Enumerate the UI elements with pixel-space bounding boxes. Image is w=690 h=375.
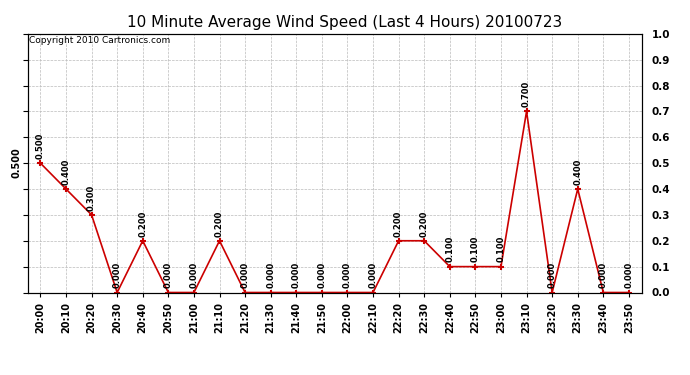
Text: 0.000: 0.000 — [292, 262, 301, 288]
Text: 0.700: 0.700 — [522, 81, 531, 107]
Text: 0.500: 0.500 — [12, 148, 21, 178]
Text: 0.400: 0.400 — [573, 159, 582, 185]
Text: 0.500: 0.500 — [36, 133, 45, 159]
Text: 0.000: 0.000 — [624, 262, 633, 288]
Text: 0.400: 0.400 — [61, 159, 70, 185]
Text: 0.000: 0.000 — [548, 262, 557, 288]
Text: 0.300: 0.300 — [87, 184, 96, 211]
Text: 0.000: 0.000 — [164, 262, 172, 288]
Text: 0.200: 0.200 — [394, 210, 403, 237]
Text: 0.100: 0.100 — [445, 236, 454, 262]
Text: 0.000: 0.000 — [190, 262, 199, 288]
Text: 0.200: 0.200 — [420, 210, 428, 237]
Text: 0.000: 0.000 — [266, 262, 275, 288]
Text: 0.200: 0.200 — [215, 210, 224, 237]
Text: 0.100: 0.100 — [497, 236, 506, 262]
Text: Copyright 2010 Cartronics.com: Copyright 2010 Cartronics.com — [29, 36, 170, 45]
Text: 0.000: 0.000 — [241, 262, 250, 288]
Text: 0.200: 0.200 — [138, 210, 147, 237]
Text: 0.000: 0.000 — [368, 262, 377, 288]
Text: 0.100: 0.100 — [471, 236, 480, 262]
Text: 10 Minute Average Wind Speed (Last 4 Hours) 20100723: 10 Minute Average Wind Speed (Last 4 Hou… — [128, 15, 562, 30]
Text: 0.000: 0.000 — [317, 262, 326, 288]
Text: 0.000: 0.000 — [343, 262, 352, 288]
Text: 0.000: 0.000 — [599, 262, 608, 288]
Text: 0.000: 0.000 — [112, 262, 121, 288]
